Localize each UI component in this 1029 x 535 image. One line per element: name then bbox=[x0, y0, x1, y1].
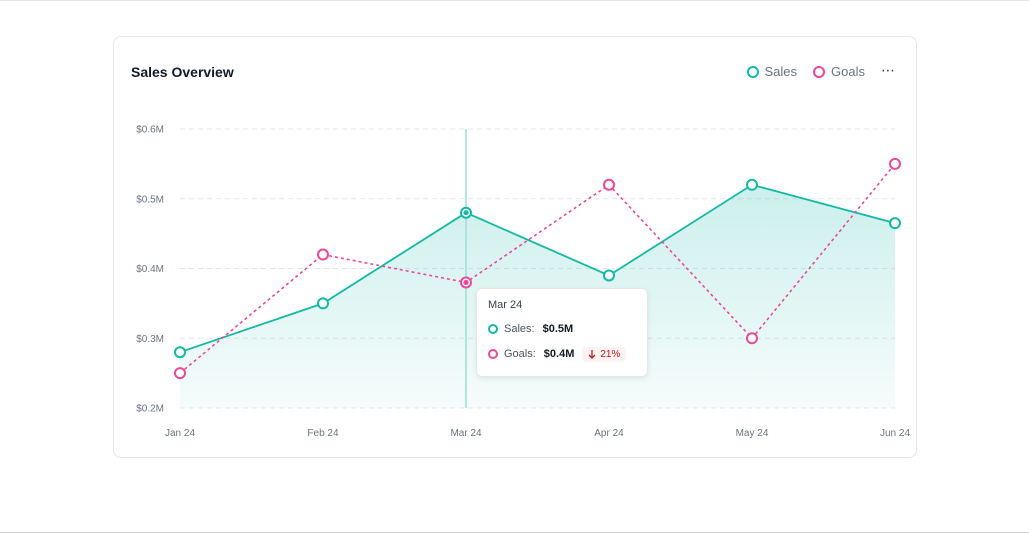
goals-data-point[interactable] bbox=[317, 248, 329, 261]
x-tick-label: Apr 24 bbox=[594, 428, 624, 439]
x-tick-label: May 24 bbox=[736, 428, 769, 439]
sales-ring-dot-icon bbox=[746, 65, 759, 78]
arrow-down-icon bbox=[588, 349, 596, 359]
y-tick-label: $0.2M bbox=[136, 404, 164, 415]
y-tick-label: $0.6M bbox=[136, 125, 164, 136]
goals-ring-dot-icon bbox=[813, 65, 826, 78]
chart-tooltip: Mar 24 Sales: $0.5M Goals: $0.4M 21% bbox=[476, 288, 648, 377]
sales-data-point[interactable] bbox=[317, 297, 329, 310]
goals-data-point[interactable] bbox=[746, 332, 758, 345]
goals-data-point[interactable] bbox=[603, 178, 615, 191]
goals-data-point[interactable] bbox=[889, 157, 901, 170]
tooltip-change-value: 21% bbox=[600, 348, 621, 360]
sales-data-point[interactable] bbox=[174, 346, 186, 359]
x-tick-label: Feb 24 bbox=[307, 428, 339, 439]
tooltip-title: Mar 24 bbox=[488, 299, 523, 311]
sales-ring-dot-icon bbox=[488, 324, 498, 334]
goals-active-point-fill bbox=[463, 279, 469, 286]
tooltip-row-sales: Sales: $0.5M bbox=[488, 321, 636, 337]
goals-ring-dot-icon bbox=[488, 349, 498, 359]
x-tick-label: Jan 24 bbox=[165, 428, 195, 439]
goals-data-point[interactable] bbox=[174, 367, 186, 380]
y-tick-label: $0.5M bbox=[136, 194, 164, 205]
card-title: Sales Overview bbox=[131, 64, 234, 80]
goals-series-line bbox=[179, 163, 896, 374]
y-tick-label: $0.4M bbox=[136, 264, 164, 275]
y-tick-label: $0.3M bbox=[136, 334, 164, 345]
x-tick-label: Jun 24 bbox=[880, 428, 910, 439]
sales-series-line bbox=[179, 183, 896, 354]
sales-data-point[interactable] bbox=[889, 217, 901, 230]
x-tick-label: Mar 24 bbox=[450, 428, 482, 439]
tooltip-goals-label: Goals: bbox=[504, 348, 536, 360]
tooltip-sales-value: $0.5M bbox=[542, 323, 574, 335]
tooltip-change-badge: 21% bbox=[582, 346, 627, 362]
sales-active-point-fill bbox=[463, 210, 469, 216]
legend: Sales Goals ⋯ bbox=[746, 61, 897, 79]
legend-item-sales[interactable]: Sales bbox=[746, 64, 798, 79]
legend-item-goals[interactable]: Goals bbox=[813, 64, 865, 79]
more-options-icon[interactable]: ⋯ bbox=[881, 61, 896, 78]
legend-label-goals: Goals bbox=[831, 64, 865, 79]
sales-data-point[interactable] bbox=[603, 269, 615, 282]
tooltip-goals-value: $0.4M bbox=[543, 348, 575, 360]
tooltip-row-goals: Goals: $0.4M 21% bbox=[488, 346, 636, 362]
legend-label-sales: Sales bbox=[764, 64, 798, 79]
tooltip-sales-label: Sales: bbox=[504, 323, 535, 335]
sales-data-point[interactable] bbox=[746, 178, 758, 191]
